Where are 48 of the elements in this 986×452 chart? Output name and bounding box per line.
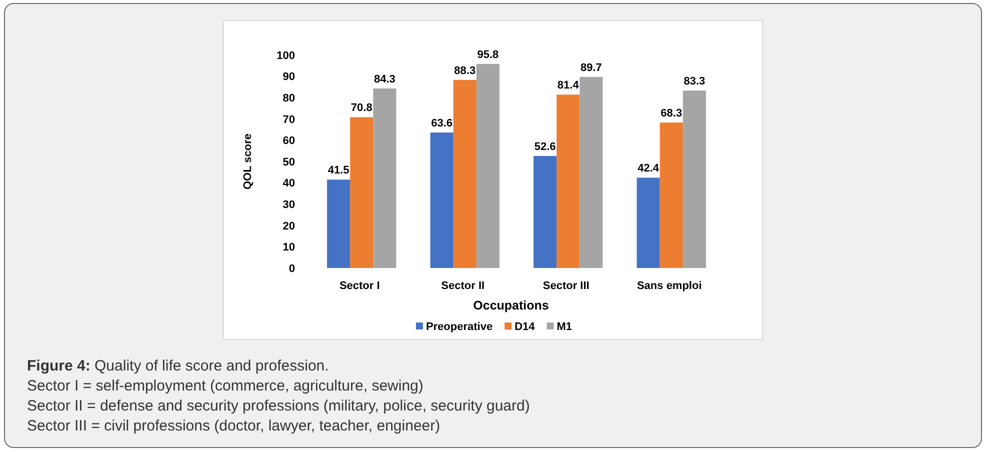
data-label: 52.6 [534,140,556,153]
bar [476,64,500,268]
data-label: 81.4 [557,80,580,92]
y-tick-label: 10 [282,242,295,254]
y-tick-label: 90 [282,71,295,84]
data-label: 41.5 [328,164,350,177]
y-tick-label: 100 [276,50,295,62]
y-tick-label: 60 [282,135,295,148]
y-tick-label: 50 [282,156,295,168]
y-tick-label: 80 [282,92,295,104]
data-label: 95.8 [477,48,499,61]
data-label: 70.8 [350,102,372,114]
bar [580,76,603,268]
y-tick-label: 20 [282,220,295,232]
text: Sector I = self-employment (commerce, agriculture, sewing) [27,377,424,394]
x-tick-label: Sector I [339,280,380,292]
x-tick-label: Sans emploi [636,280,702,292]
y-tick-label: 30 [282,198,295,211]
data-label: 88.3 [454,64,476,77]
x-axis-title: Occupations [473,298,549,312]
data-label: 89.7 [580,62,602,74]
bar [453,80,476,268]
text: Sector II = defense and security professions (military, police, security guard) [27,397,530,414]
y-axis-title: QOL score [242,133,254,190]
legend-label: D14 [514,320,536,333]
bar [430,132,454,268]
data-label: 68.3 [660,108,682,120]
bar [556,94,580,268]
x-tick-label: Sector II [441,280,485,292]
y-tick-label: 40 [282,178,295,190]
bar [636,178,660,268]
bar [350,117,374,268]
data-label: 42.4 [638,162,660,175]
text: Sector III = civil professions (doctor, lawyer, teacher, engineer) [27,417,440,434]
x-tick-label: Sector III [542,280,590,292]
bar [660,122,683,268]
y-tick-label: 70 [282,114,295,126]
text: Figure 4: Quality of life score and profession. [27,357,329,374]
data-label: 63.6 [431,118,453,130]
bar [373,88,396,268]
bar [534,156,557,268]
y-tick-label: 0 [288,262,295,275]
bar [682,90,706,268]
data-label: 84.3 [374,73,396,86]
legend-label: Preoperative [426,320,493,333]
data-label: 83.3 [684,76,706,88]
bar [327,180,350,268]
legend-label: M1 [556,320,572,333]
